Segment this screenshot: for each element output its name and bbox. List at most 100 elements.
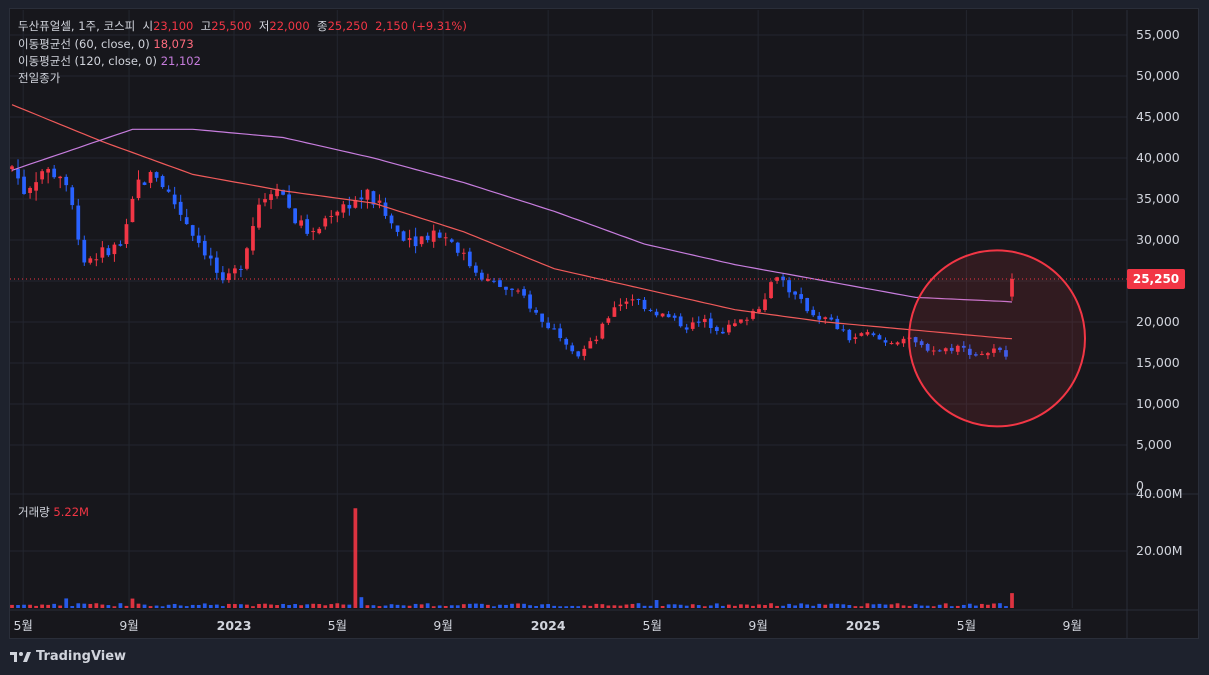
candle-body <box>522 289 526 296</box>
candle-body <box>961 345 966 348</box>
low-label: 저 <box>258 19 270 33</box>
volume-bar <box>847 605 852 608</box>
volume-bar <box>317 604 322 608</box>
candle-body <box>190 225 195 236</box>
volume-bar <box>600 604 605 608</box>
volume-bar <box>630 603 635 608</box>
candle-body <box>467 251 472 267</box>
volume-bar <box>690 604 695 608</box>
volume-bar <box>727 604 731 608</box>
candle-body <box>407 238 412 240</box>
price-tick-label: 50,000 <box>1136 68 1180 83</box>
candle-body <box>805 297 810 312</box>
candle-body <box>1010 278 1014 297</box>
candle-body <box>865 332 870 335</box>
volume-bar <box>841 604 846 608</box>
volume-bar <box>492 606 496 608</box>
volume-bar <box>130 598 135 608</box>
candle-body <box>64 176 69 186</box>
candle-body <box>690 322 695 329</box>
volume-bar <box>998 603 1002 608</box>
candle-body <box>757 309 761 313</box>
candle-body <box>70 187 75 206</box>
volume-bar <box>359 597 364 608</box>
volume-bar <box>365 605 370 608</box>
candle-body <box>630 299 635 301</box>
volume-bar <box>913 604 918 608</box>
price-tick-label: 55,000 <box>1136 27 1180 42</box>
volume-bar <box>829 603 834 608</box>
candle-body <box>980 353 984 355</box>
candle-body <box>166 189 171 192</box>
volume-legend[interactable]: 거래량 5.22M <box>18 504 89 520</box>
volume-bar <box>293 604 297 608</box>
candle-body <box>46 168 51 173</box>
candle-body <box>606 318 611 323</box>
volume-bar <box>992 603 996 608</box>
time-tick-label: 5월 <box>13 618 32 633</box>
candle-body <box>377 200 382 203</box>
candle-body <box>184 217 189 225</box>
candle-body <box>401 231 406 241</box>
volume-bar <box>94 603 99 608</box>
volume-bar <box>660 605 665 608</box>
candle-body <box>901 338 906 344</box>
candle-body <box>178 201 183 215</box>
candle-body <box>214 257 219 273</box>
candle-body <box>480 272 484 280</box>
ma120-legend[interactable]: 이동평균선 (120, close, 0) 21,102 <box>18 53 201 69</box>
volume-bar <box>208 604 213 608</box>
volume-bar <box>28 604 32 608</box>
candle-body <box>413 236 418 247</box>
volume-bar <box>612 605 617 608</box>
tradingview-brand: TradingView <box>36 649 127 664</box>
volume-bar <box>696 605 701 608</box>
volume-bar <box>973 605 978 608</box>
volume-bar <box>124 605 129 608</box>
volume-bar <box>564 606 569 608</box>
candle-body <box>528 294 532 309</box>
candle-body <box>534 310 538 313</box>
candle-body <box>82 239 87 263</box>
time-tick-label: 2024 <box>531 618 566 633</box>
candle-body <box>106 248 111 256</box>
volume-bar <box>594 603 599 608</box>
volume-bar <box>461 604 466 608</box>
candle-body <box>142 182 147 185</box>
candle-body <box>76 205 81 240</box>
candle-body <box>811 309 816 316</box>
candle-body <box>160 176 165 188</box>
ma60-legend[interactable]: 이동평균선 (60, close, 0) 18,073 <box>18 36 194 52</box>
price-tick-label: 10,000 <box>1136 396 1180 411</box>
volume-bar <box>486 604 490 608</box>
volume-bar <box>269 604 273 608</box>
volume-bar <box>196 604 201 608</box>
candle-body <box>347 204 352 209</box>
candle-body <box>317 228 322 234</box>
candle-body <box>733 323 737 327</box>
candle-body <box>419 236 424 245</box>
candle-body <box>913 337 918 343</box>
candle-body <box>624 301 629 304</box>
volume-bar <box>757 604 761 608</box>
volume-bar <box>799 603 804 608</box>
candle-body <box>949 347 954 351</box>
candle-body <box>714 327 719 331</box>
volume-bar <box>76 603 81 608</box>
candle-body <box>817 315 822 320</box>
candle-body <box>829 317 834 320</box>
volume-bar <box>10 604 14 608</box>
volume-bar <box>227 603 231 608</box>
tradingview-logo[interactable]: TradingView <box>10 649 126 664</box>
time-tick-label: 5월 <box>643 618 662 633</box>
candle-body <box>329 215 334 217</box>
volume-bar <box>540 604 544 608</box>
open-label: 시 <box>142 19 154 33</box>
volume-bar <box>148 606 153 608</box>
candle-body <box>443 237 448 239</box>
candle-body <box>516 290 520 292</box>
volume-bar <box>112 606 117 608</box>
prev-close-legend[interactable]: 전일종가 <box>18 70 60 86</box>
candle-body <box>835 318 840 330</box>
